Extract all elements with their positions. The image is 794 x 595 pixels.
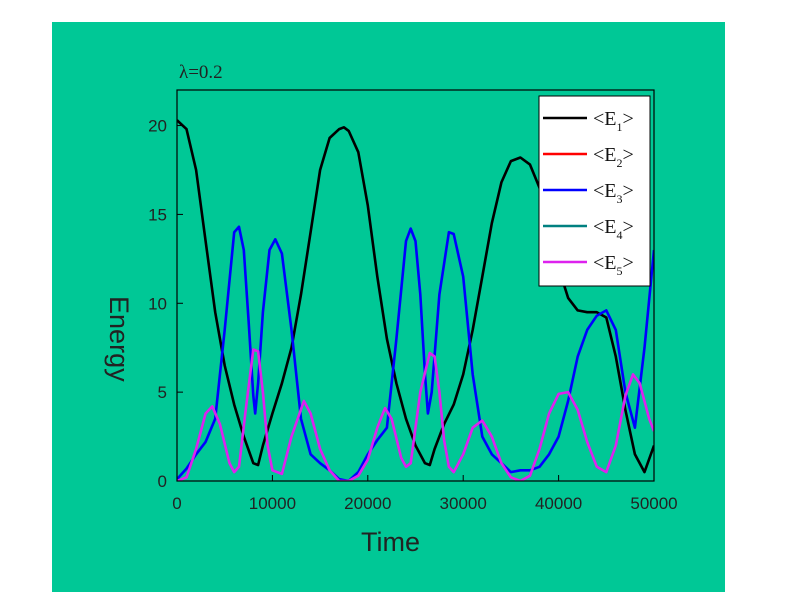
x-tick-label: 10000: [249, 494, 296, 513]
legend: <E1> <E2> <E3> <E4> <E5>: [538, 95, 651, 287]
series-line-e3: [177, 225, 654, 481]
x-tick-label: 0: [172, 494, 181, 513]
y-tick-label: 20: [148, 117, 167, 136]
y-tick-label: 15: [148, 205, 167, 224]
legend-label-e5: <E5>: [593, 252, 634, 278]
legend-label-e1: <E1>: [593, 108, 634, 134]
legend-label-e4: <E4>: [593, 216, 634, 242]
series-line-e1: [177, 119, 654, 474]
x-tick-label: 50000: [630, 494, 677, 513]
x-tick-label: 30000: [440, 494, 487, 513]
series-layer: [177, 119, 654, 481]
y-tick-label: 10: [148, 294, 167, 313]
series-line-e5: [177, 348, 654, 481]
energy-chart: 0 10000 20000 30000 40000 50000 0 5 10 15 20 λ=0.2…: [52, 22, 725, 592]
y-tick-label: 0: [158, 472, 167, 491]
x-axis-label: Time: [361, 527, 420, 557]
legend-label-e2: <E2>: [593, 144, 634, 170]
plot-frame: [176, 89, 655, 482]
axis-ticks: 0 10000 20000 30000 40000 50000 0 5 10 15 20: [148, 117, 678, 513]
lambda-annotation: λ=0.2: [179, 62, 223, 83]
y-tick-label: 5: [158, 383, 167, 402]
y-axis-label: Energy: [104, 296, 134, 382]
x-tick-label: 20000: [344, 494, 391, 513]
legend-label-e3: <E3>: [593, 180, 634, 206]
chart-panel: 0 10000 20000 30000 40000 50000 0 5 10 15 20 λ=0.2…: [52, 22, 725, 592]
x-tick-label: 40000: [535, 494, 582, 513]
